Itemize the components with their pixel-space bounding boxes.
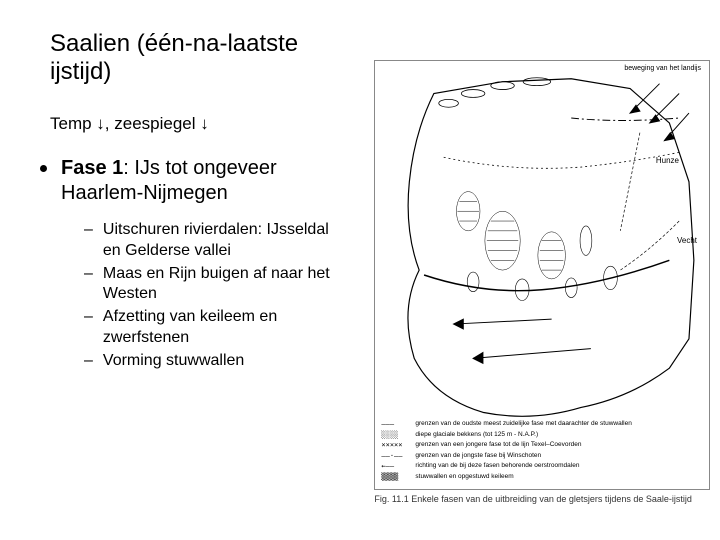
legend-text: diepe glaciale bekkens (tot 125 m - N.A.…: [415, 431, 538, 440]
sub-bullet: – Vorming stuwwallen: [84, 351, 364, 372]
sub-bullet: – Afzetting van keileem en zwerfstenen: [84, 307, 364, 349]
river-label-vecht: Vecht: [677, 236, 697, 245]
map-legend: ———grenzen van de oudste meest zuidelijk…: [381, 420, 703, 483]
sub-bullet-text: Uitschuren rivierdalen: IJsseldalen Geld…: [103, 220, 329, 262]
sub-bullet: – Uitschuren rivierdalen: IJsseldalen Ge…: [84, 220, 364, 262]
legend-text: grenzen van een jongere fase tot de lijn…: [415, 441, 581, 450]
sub-bullet-text: Afzetting van keileem en zwerfstenen: [103, 307, 364, 349]
legend-symbol: ▒▒▒▒: [381, 473, 415, 482]
bullet-dot-icon: [40, 165, 47, 172]
legend-symbol: ——·——: [381, 452, 415, 461]
map-figure: beweging van het landijs Hunze Vecht ———…: [374, 60, 710, 490]
dash-icon: –: [84, 264, 93, 285]
slide-title: Saalien (één-na-laatste ijstijd): [40, 30, 364, 86]
legend-symbol: ———: [381, 420, 415, 429]
legend-symbol: ░░░░: [381, 431, 415, 440]
dash-icon: –: [84, 220, 93, 241]
legend-row: ←——richting van de bij deze fasen behore…: [381, 462, 703, 471]
sub-bullet-text: Maas en Rijn buigen af naar het Westen: [103, 264, 364, 306]
slide-subtitle: Temp ↓, zeespiegel ↓: [40, 114, 364, 134]
main-bullet: Fase 1: IJs tot ongeveer Haarlem-Nijmege…: [40, 156, 364, 206]
legend-text: grenzen van de oudste meest zuidelijke f…: [415, 420, 631, 429]
river-label-hunze: Hunze: [656, 156, 679, 165]
legend-text: grenzen van de jongste fase bij Winschot…: [415, 452, 541, 461]
legend-row: ——·——grenzen van de jongste fase bij Win…: [381, 452, 703, 461]
legend-row: ×××××grenzen van een jongere fase tot de…: [381, 441, 703, 450]
main-bullet-text: Fase 1: IJs tot ongeveer Haarlem-Nijmege…: [61, 156, 364, 206]
legend-row: ░░░░diepe glaciale bekkens (tot 125 m - …: [381, 431, 703, 440]
sub-bullet: – Maas en Rijn buigen af naar het Westen: [84, 264, 364, 306]
legend-symbol: ←——: [381, 462, 415, 471]
figure-caption: Fig. 11.1 Enkele fasen van de uitbreidin…: [374, 494, 710, 505]
sub-bullet-list: – Uitschuren rivierdalen: IJsseldalen Ge…: [40, 220, 364, 372]
dash-icon: –: [84, 307, 93, 328]
legend-text: richting van de bij deze fasen behorende…: [415, 462, 579, 471]
legend-symbol: ×××××: [381, 441, 415, 450]
legend-row: ▒▒▒▒stuwwallen en opgestuwd keileem: [381, 473, 703, 482]
map-top-label: beweging van het landijs: [624, 65, 701, 72]
legend-text: stuwwallen en opgestuwd keileem: [415, 473, 513, 482]
sub-bullet-text: Vorming stuwwallen: [103, 351, 244, 372]
legend-row: ———grenzen van de oudste meest zuidelijk…: [381, 420, 703, 429]
dash-icon: –: [84, 351, 93, 372]
